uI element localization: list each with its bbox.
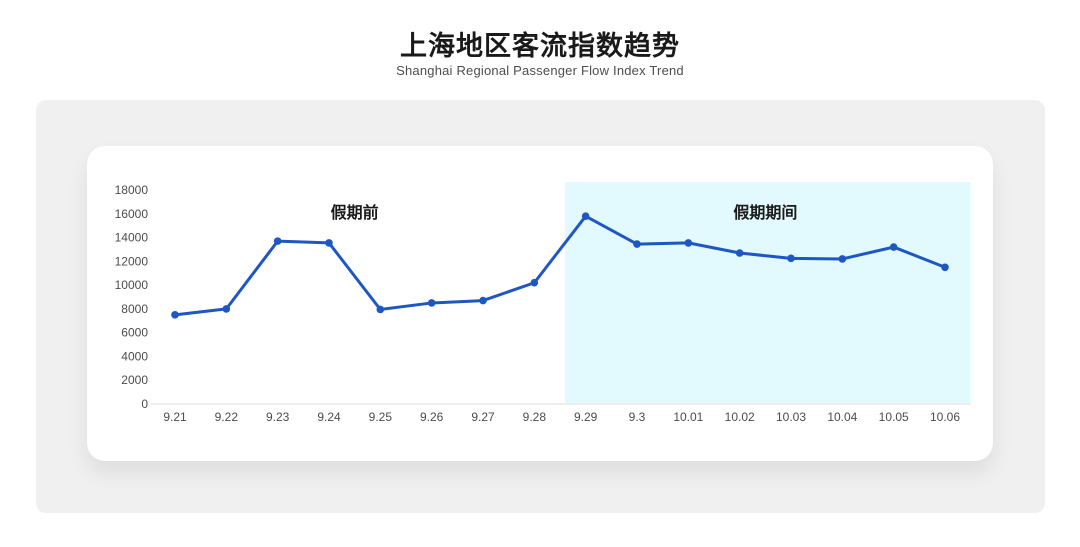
- data-point[interactable]: [222, 305, 231, 313]
- x-axis-label: 9.28: [523, 410, 547, 424]
- x-axis-label: 9.27: [471, 410, 495, 424]
- x-axis-label: 10.02: [725, 410, 755, 424]
- y-axis-label: 8000: [121, 302, 148, 316]
- y-axis-label: 10000: [115, 278, 149, 292]
- x-axis-label: 10.03: [776, 410, 806, 424]
- data-point[interactable]: [427, 299, 436, 307]
- x-axis-label: 9.24: [317, 410, 341, 424]
- data-point[interactable]: [633, 240, 641, 248]
- data-point[interactable]: [171, 311, 179, 319]
- x-axis-label: 9.21: [163, 410, 187, 424]
- data-point[interactable]: [581, 212, 590, 220]
- data-point[interactable]: [479, 296, 487, 305]
- annotation-holiday: 假期期间: [733, 203, 797, 222]
- y-axis-label: 6000: [121, 326, 148, 340]
- holiday-highlight-region: [565, 182, 971, 403]
- data-point[interactable]: [684, 239, 693, 247]
- x-axis-label: 9.23: [266, 410, 290, 424]
- data-point[interactable]: [838, 255, 847, 263]
- data-point[interactable]: [376, 305, 385, 314]
- data-point[interactable]: [889, 243, 898, 251]
- x-axis-label: 10.06: [930, 410, 960, 424]
- data-point[interactable]: [273, 237, 282, 245]
- x-axis-label: 9.3: [629, 410, 646, 424]
- x-axis-label: 9.22: [215, 410, 239, 424]
- x-axis-label: 9.25: [369, 410, 393, 424]
- chart-panel: 0 2000 4000 6000 8000 10000 12000 14000 16000 180…: [36, 100, 1045, 513]
- x-axis-label: 9.29: [574, 410, 598, 424]
- annotation-pre-holiday: 假期前: [331, 203, 379, 222]
- x-axis-label: 10.01: [673, 410, 703, 424]
- page-title: 上海地区客流指数趋势: [400, 31, 680, 61]
- y-axis-label: 2000: [121, 373, 148, 387]
- y-axis-label: 18000: [115, 183, 149, 197]
- y-axis-label: 16000: [115, 207, 149, 221]
- chart-card: 0 2000 4000 6000 8000 10000 12000 14000 16000 180…: [87, 146, 993, 461]
- y-axis-label: 14000: [115, 231, 149, 245]
- data-point[interactable]: [530, 278, 539, 287]
- y-axis-label: 0: [141, 397, 148, 411]
- page-subtitle: Shanghai Regional Passenger Flow Index T…: [396, 63, 684, 78]
- y-axis-label: 12000: [115, 254, 149, 268]
- flow-chart-svg[interactable]: 0 2000 4000 6000 8000 10000 12000 14000 16000 180…: [87, 146, 993, 461]
- x-axis-label: 10.04: [827, 410, 857, 424]
- y-axis-label: 4000: [121, 349, 148, 363]
- data-point[interactable]: [735, 249, 744, 257]
- data-point[interactable]: [325, 239, 333, 247]
- data-point[interactable]: [941, 263, 949, 272]
- data-point[interactable]: [787, 254, 795, 263]
- x-axis-label: 9.26: [420, 410, 444, 424]
- x-axis-label: 10.05: [879, 410, 909, 424]
- trend-line: [173, 214, 947, 317]
